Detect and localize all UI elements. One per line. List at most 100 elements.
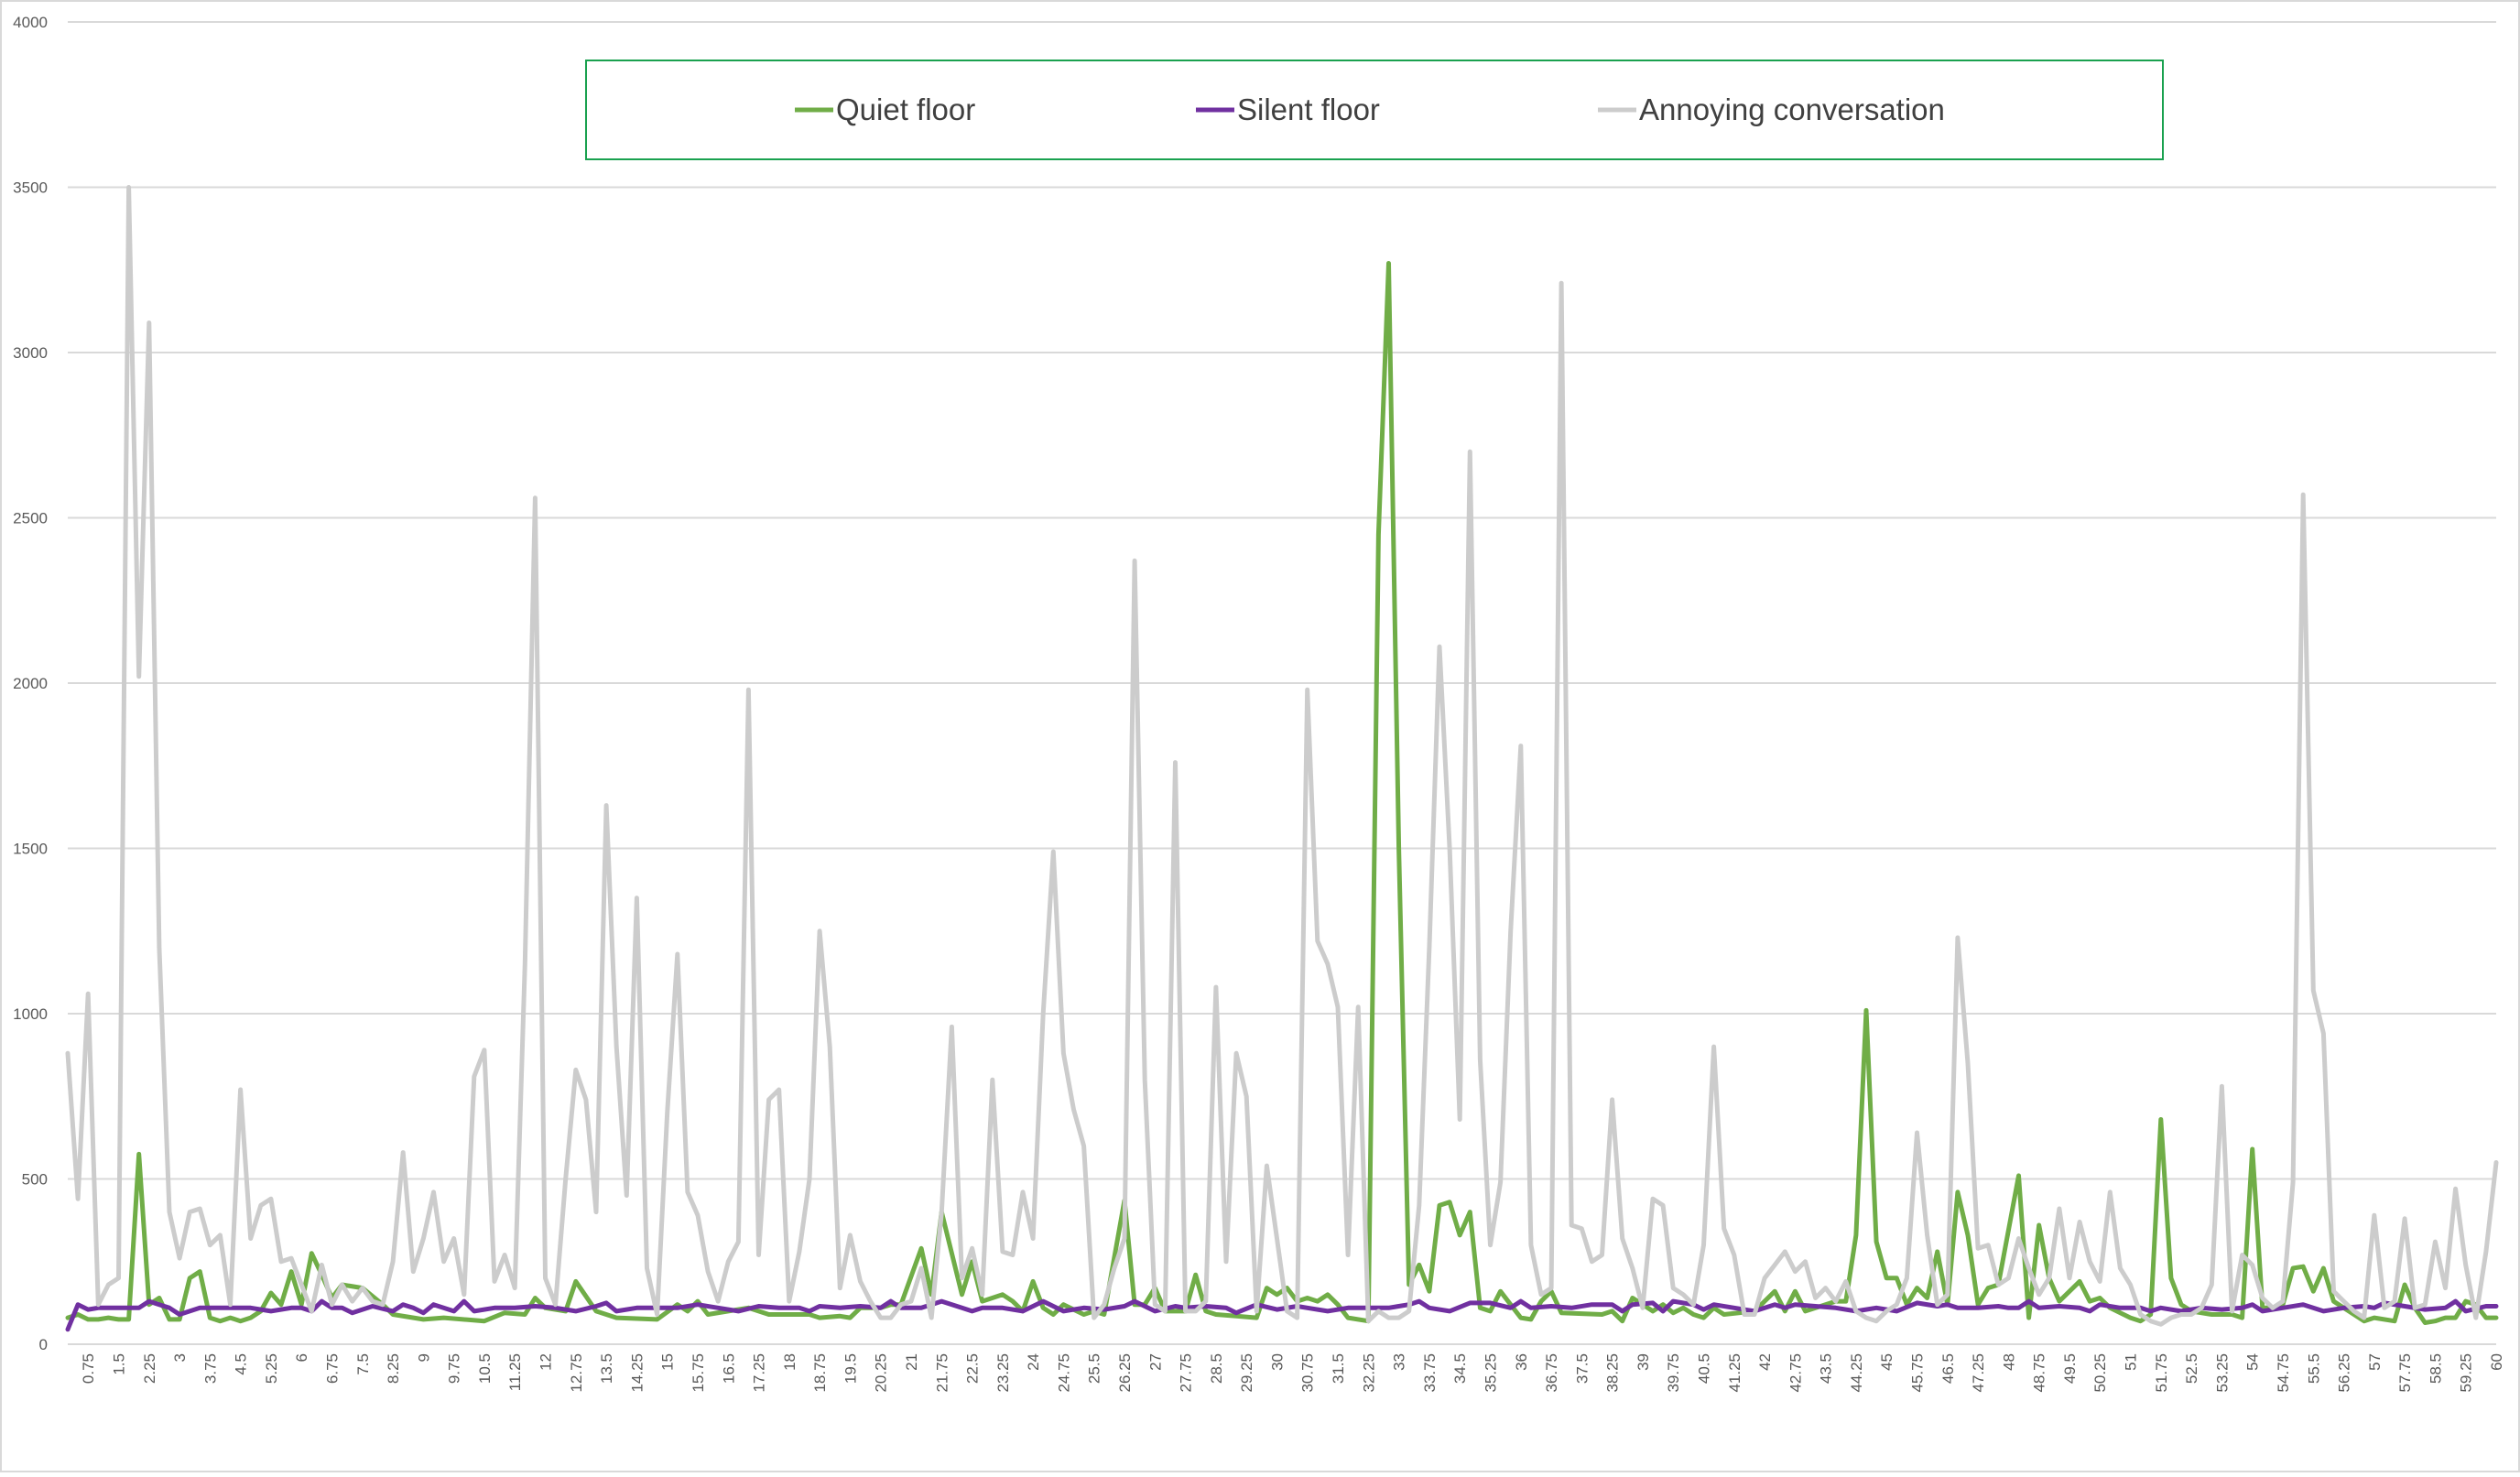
x-tick-label: 47.25 bbox=[1970, 1353, 1987, 1393]
x-tick-label: 19.5 bbox=[842, 1353, 859, 1384]
x-tick-label: 18 bbox=[781, 1353, 798, 1371]
x-tick-label: 54.75 bbox=[2275, 1353, 2292, 1393]
legend-item-annoying-conversation: Annoying conversation bbox=[1598, 92, 1945, 126]
x-tick-label: 44.25 bbox=[1848, 1353, 1865, 1393]
x-tick-label: 48 bbox=[2000, 1353, 2017, 1371]
x-tick-label: 5.25 bbox=[263, 1353, 280, 1384]
x-tick-label: 15.75 bbox=[690, 1353, 707, 1393]
x-tick-label: 10.5 bbox=[476, 1353, 494, 1384]
x-tick-label: 57.75 bbox=[2396, 1353, 2414, 1393]
x-tick-label: 59.25 bbox=[2458, 1353, 2475, 1393]
x-tick-label: 24.75 bbox=[1055, 1353, 1072, 1393]
x-tick-label: 50.25 bbox=[2091, 1353, 2109, 1393]
x-tick-label: 39.75 bbox=[1665, 1353, 1682, 1393]
y-tick-label: 4000 bbox=[13, 14, 48, 31]
y-tick-label: 1500 bbox=[13, 841, 48, 858]
x-tick-label: 11.25 bbox=[506, 1353, 524, 1391]
x-tick-label: 27 bbox=[1146, 1353, 1164, 1371]
x-tick-label: 15 bbox=[659, 1353, 677, 1371]
x-tick-label: 21 bbox=[903, 1353, 920, 1371]
x-tick-label: 60 bbox=[2488, 1353, 2505, 1371]
x-tick-label: 1.5 bbox=[110, 1353, 127, 1375]
x-tick-label: 58.5 bbox=[2427, 1353, 2444, 1384]
x-tick-label: 34.5 bbox=[1451, 1353, 1469, 1384]
x-tick-label: 42 bbox=[1756, 1353, 1774, 1371]
x-tick-label: 48.75 bbox=[2031, 1353, 2048, 1393]
series-line-quiet-floor bbox=[65, 261, 2499, 1325]
x-tick-label: 31.5 bbox=[1330, 1353, 1347, 1384]
x-tick-label: 46.5 bbox=[1939, 1353, 1957, 1384]
x-axis: 0.75 1.5 2.25 3 3.75 4.5 5.25 6 6.75 7.5 8.25 9 9.75… bbox=[80, 1353, 2505, 1393]
legend-item-silent-floor: Silent floor bbox=[1196, 92, 1380, 126]
x-tick-label: 16.5 bbox=[720, 1353, 737, 1384]
x-tick-label: 25.5 bbox=[1086, 1353, 1103, 1384]
x-tick-label: 36.75 bbox=[1543, 1353, 1560, 1393]
x-tick-label: 51 bbox=[2123, 1353, 2140, 1371]
x-tick-label: 18.75 bbox=[811, 1353, 829, 1393]
x-tick-label: 12.75 bbox=[568, 1353, 585, 1393]
legend-item-quiet-floor: Quiet floor bbox=[795, 92, 975, 126]
legend-label: Silent floor bbox=[1237, 92, 1380, 126]
x-tick-label: 33.75 bbox=[1421, 1353, 1439, 1393]
y-tick-label: 3500 bbox=[13, 179, 48, 197]
x-tick-label: 26.25 bbox=[1116, 1353, 1134, 1393]
legend: Quiet floor Silent floor Annoying conver… bbox=[585, 60, 2164, 160]
x-tick-label: 45 bbox=[1878, 1353, 1895, 1371]
x-tick-label: 22.5 bbox=[964, 1353, 982, 1384]
x-tick-label: 7.5 bbox=[354, 1353, 372, 1375]
x-tick-label: 6 bbox=[293, 1353, 310, 1362]
series-line-annoying-conversation bbox=[65, 185, 2499, 1327]
x-tick-label: 3.75 bbox=[201, 1353, 219, 1384]
x-tick-label: 17.25 bbox=[751, 1353, 768, 1393]
x-tick-label: 27.75 bbox=[1178, 1353, 1195, 1393]
x-tick-label: 57 bbox=[2366, 1353, 2384, 1371]
x-tick-label: 8.25 bbox=[385, 1353, 402, 1384]
x-tick-label: 3 bbox=[171, 1353, 189, 1362]
x-tick-label: 29.25 bbox=[1238, 1353, 1255, 1393]
x-tick-label: 20.25 bbox=[873, 1353, 890, 1393]
y-tick-label: 2500 bbox=[13, 510, 48, 527]
x-tick-label: 14.25 bbox=[628, 1353, 646, 1393]
x-tick-label: 24 bbox=[1025, 1353, 1042, 1371]
x-tick-label: 12 bbox=[538, 1353, 555, 1371]
x-tick-label: 51.75 bbox=[2153, 1353, 2170, 1393]
x-tick-label: 54 bbox=[2244, 1353, 2262, 1371]
x-tick-label: 13.5 bbox=[598, 1353, 615, 1384]
series-lines bbox=[65, 185, 2499, 1332]
x-tick-label: 38.25 bbox=[1604, 1353, 1622, 1393]
y-tick-label: 500 bbox=[22, 1171, 48, 1189]
x-tick-label: 30 bbox=[1268, 1353, 1286, 1371]
x-tick-label: 9 bbox=[415, 1353, 432, 1362]
series-line-silent-floor bbox=[65, 1298, 2499, 1332]
x-tick-label: 0.75 bbox=[80, 1353, 97, 1384]
x-tick-label: 33 bbox=[1391, 1353, 1408, 1371]
legend-label: Quiet floor bbox=[836, 92, 975, 126]
x-tick-label: 41.25 bbox=[1726, 1353, 1743, 1393]
x-tick-label: 45.75 bbox=[1909, 1353, 1927, 1393]
x-tick-label: 53.25 bbox=[2213, 1353, 2231, 1393]
x-tick-label: 23.25 bbox=[994, 1353, 1012, 1393]
x-tick-label: 30.75 bbox=[1299, 1353, 1317, 1393]
x-tick-label: 36 bbox=[1513, 1353, 1530, 1371]
x-tick-label: 49.5 bbox=[2061, 1353, 2079, 1384]
x-tick-label: 6.75 bbox=[324, 1353, 342, 1384]
x-tick-label: 28.5 bbox=[1208, 1353, 1225, 1384]
x-tick-label: 2.25 bbox=[141, 1353, 158, 1384]
y-tick-label: 2000 bbox=[13, 675, 48, 692]
y-tick-label: 0 bbox=[39, 1336, 48, 1353]
x-tick-label: 55.5 bbox=[2305, 1353, 2322, 1384]
x-tick-label: 43.5 bbox=[1818, 1353, 1835, 1384]
x-tick-label: 9.75 bbox=[446, 1353, 463, 1384]
x-tick-label: 40.5 bbox=[1695, 1353, 1712, 1384]
x-tick-label: 37.5 bbox=[1573, 1353, 1591, 1384]
x-tick-label: 21.75 bbox=[933, 1353, 950, 1393]
x-tick-label: 52.5 bbox=[2183, 1353, 2200, 1384]
x-tick-label: 42.75 bbox=[1787, 1353, 1804, 1393]
y-axis: 0 500 1000 1500 2000 2500 3000 3500 4000 bbox=[13, 14, 48, 1353]
legend-label: Annoying conversation bbox=[1639, 92, 1945, 126]
x-tick-label: 56.25 bbox=[2336, 1353, 2353, 1393]
y-tick-label: 3000 bbox=[13, 344, 48, 362]
